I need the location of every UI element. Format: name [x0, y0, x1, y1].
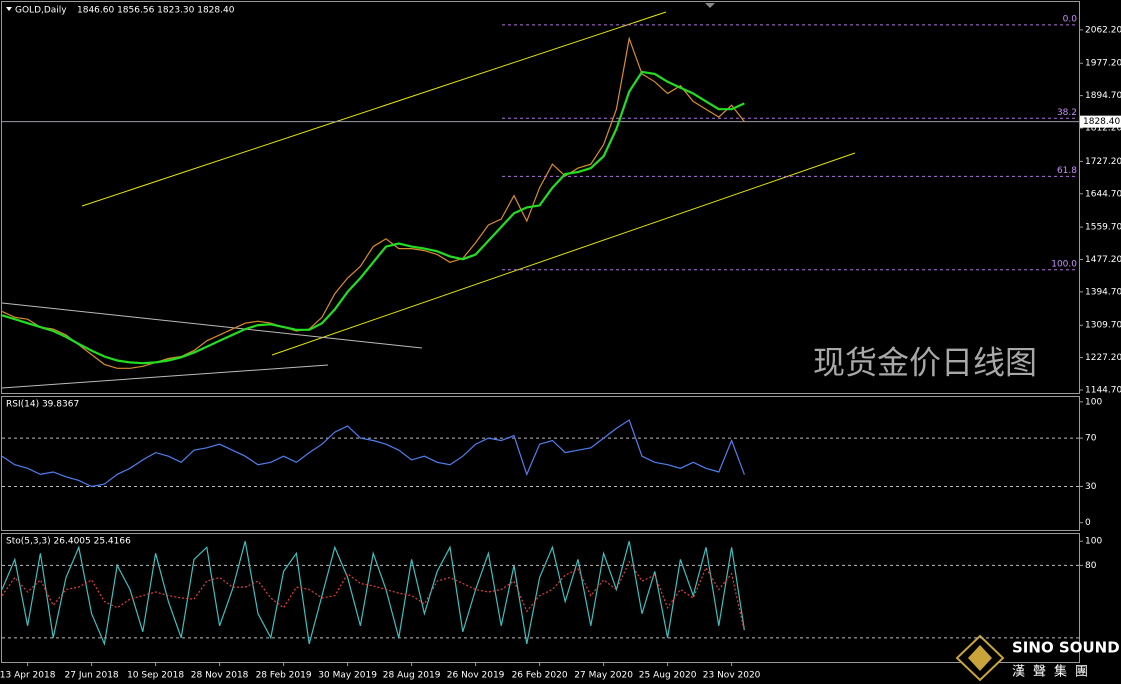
chart-title: GOLD,Daily — [15, 6, 67, 16]
x-tick-label: 13 Apr 2018 — [0, 671, 56, 681]
x-tick-label: 25 Aug 2020 — [639, 671, 697, 681]
y-tick-label: 1977.20 — [1085, 59, 1121, 69]
x-tick-label: 28 Feb 2019 — [256, 671, 312, 681]
x-tick-label: 30 May 2019 — [318, 671, 377, 681]
series-line — [1, 560, 745, 632]
y-tick-label: 1477.20 — [1085, 255, 1121, 265]
y-tick-label: 1309.70 — [1085, 321, 1121, 331]
x-tick-label: 23 Nov 2020 — [703, 671, 761, 681]
y-tick-label: 1727.20 — [1085, 157, 1121, 167]
x-tick-label: 28 Aug 2019 — [383, 671, 441, 681]
fib-label: 0.0 — [1063, 14, 1078, 24]
y-tick-label: 1812.20 — [1085, 124, 1121, 134]
x-tick-label: 27 Jun 2018 — [65, 671, 119, 681]
x-tick-label: 26 Nov 2019 — [447, 671, 505, 681]
logo: SINO SOUND 漢聲集團 — [955, 634, 1120, 682]
series-line — [1, 541, 745, 647]
y-tick-label: 1227.20 — [1085, 353, 1121, 363]
y-tick-label: 100 — [1085, 537, 1102, 547]
y-tick-label: 80 — [1085, 561, 1097, 571]
sto-title: Sto(5,3,3) 26.4005 25.4166 — [6, 537, 131, 547]
fib-label: 61.8 — [1057, 166, 1077, 176]
x-tick-label: 28 Nov 2018 — [191, 671, 249, 681]
shift-marker — [705, 3, 715, 8]
y-tick-label: 1144.70 — [1085, 386, 1121, 396]
last-price-label: 1828.40 — [1083, 117, 1120, 127]
fib-label: 38.2 — [1057, 108, 1077, 118]
y-tick-label: 30 — [1085, 482, 1097, 492]
y-tick-label: 1559.70 — [1085, 223, 1121, 233]
title-arrow — [6, 7, 12, 11]
y-tick-label: 100 — [1085, 397, 1102, 407]
rsi-title: RSI(14) 39.8367 — [6, 400, 79, 410]
x-tick-label: 10 Sep 2018 — [127, 671, 184, 681]
y-tick-label: 1394.70 — [1085, 287, 1121, 297]
y-tick-label: 0 — [1085, 518, 1091, 528]
trendlines — [1, 11, 856, 389]
y-tick-label: 1894.70 — [1085, 91, 1121, 101]
series-line — [1, 70, 745, 365]
x-tick-label: 26 Feb 2020 — [512, 671, 568, 681]
x-tick-label: 27 May 2020 — [574, 671, 633, 681]
last-price-box — [1080, 115, 1121, 128]
fib-label: 100.0 — [1051, 259, 1077, 269]
series-line — [1, 419, 745, 488]
y-tick-label: 70 — [1085, 434, 1097, 444]
y-tick-label: 2062.20 — [1085, 25, 1121, 35]
panel-frames — [1, 1, 1080, 663]
watermark: 现货金价日线图 — [813, 344, 1037, 382]
logo-chinese: 漢聲集團 — [1012, 664, 1096, 680]
ohlc: 1846.60 1856.56 1823.30 1828.40 — [77, 6, 235, 16]
logo-name: SINO SOUND — [1012, 639, 1120, 657]
series-line — [1, 36, 745, 369]
y-tick-label: 1644.70 — [1085, 189, 1121, 199]
